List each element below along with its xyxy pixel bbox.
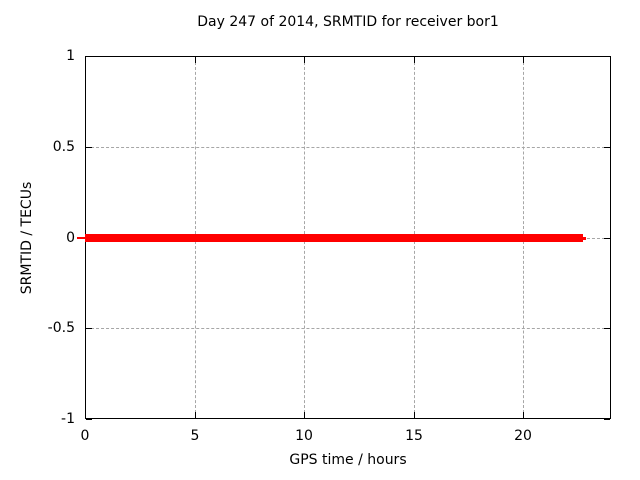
- x-tick-mark-top: [85, 57, 86, 63]
- horizontal-gridline: [86, 147, 610, 148]
- data-series-line: [85, 234, 583, 242]
- x-tick-mark-bottom: [523, 412, 524, 418]
- x-tick-label: 15: [405, 428, 423, 444]
- x-tick-mark-bottom: [414, 412, 415, 418]
- y-tick-label: 0: [66, 230, 75, 246]
- chart-title: Day 247 of 2014, SRMTID for receiver bor…: [197, 14, 499, 30]
- x-tick-label: 10: [295, 428, 313, 444]
- y-tick-mark-left: [86, 419, 92, 420]
- y-tick-mark-right: [604, 147, 610, 148]
- x-tick-mark-bottom: [85, 412, 86, 418]
- x-tick-mark-bottom: [195, 412, 196, 418]
- x-tick-mark-top: [195, 57, 196, 63]
- y-tick-mark-left: [86, 147, 92, 148]
- y-tick-mark-right: [604, 328, 610, 329]
- y-tick-label: 1: [66, 48, 75, 64]
- series-start-tick: [77, 237, 85, 239]
- horizontal-gridline: [86, 328, 610, 329]
- series-end-cap: [583, 237, 586, 240]
- y-tick-mark-left: [86, 56, 92, 57]
- y-tick-label: -0.5: [47, 320, 75, 336]
- x-tick-label: 0: [80, 428, 90, 444]
- y-tick-mark-right: [604, 238, 610, 239]
- y-tick-label: -1: [61, 411, 75, 427]
- x-tick-label: 5: [190, 428, 200, 444]
- y-tick-label: 0.5: [52, 139, 75, 155]
- x-tick-mark-bottom: [304, 412, 305, 418]
- x-tick-label: 20: [514, 428, 532, 444]
- y-tick-mark-right: [604, 419, 610, 420]
- y-tick-mark-right: [604, 56, 610, 57]
- x-axis-label: GPS time / hours: [289, 452, 407, 468]
- x-tick-mark-top: [414, 57, 415, 63]
- y-tick-mark-left: [86, 328, 92, 329]
- x-tick-mark-top: [523, 57, 524, 63]
- x-tick-mark-top: [304, 57, 305, 63]
